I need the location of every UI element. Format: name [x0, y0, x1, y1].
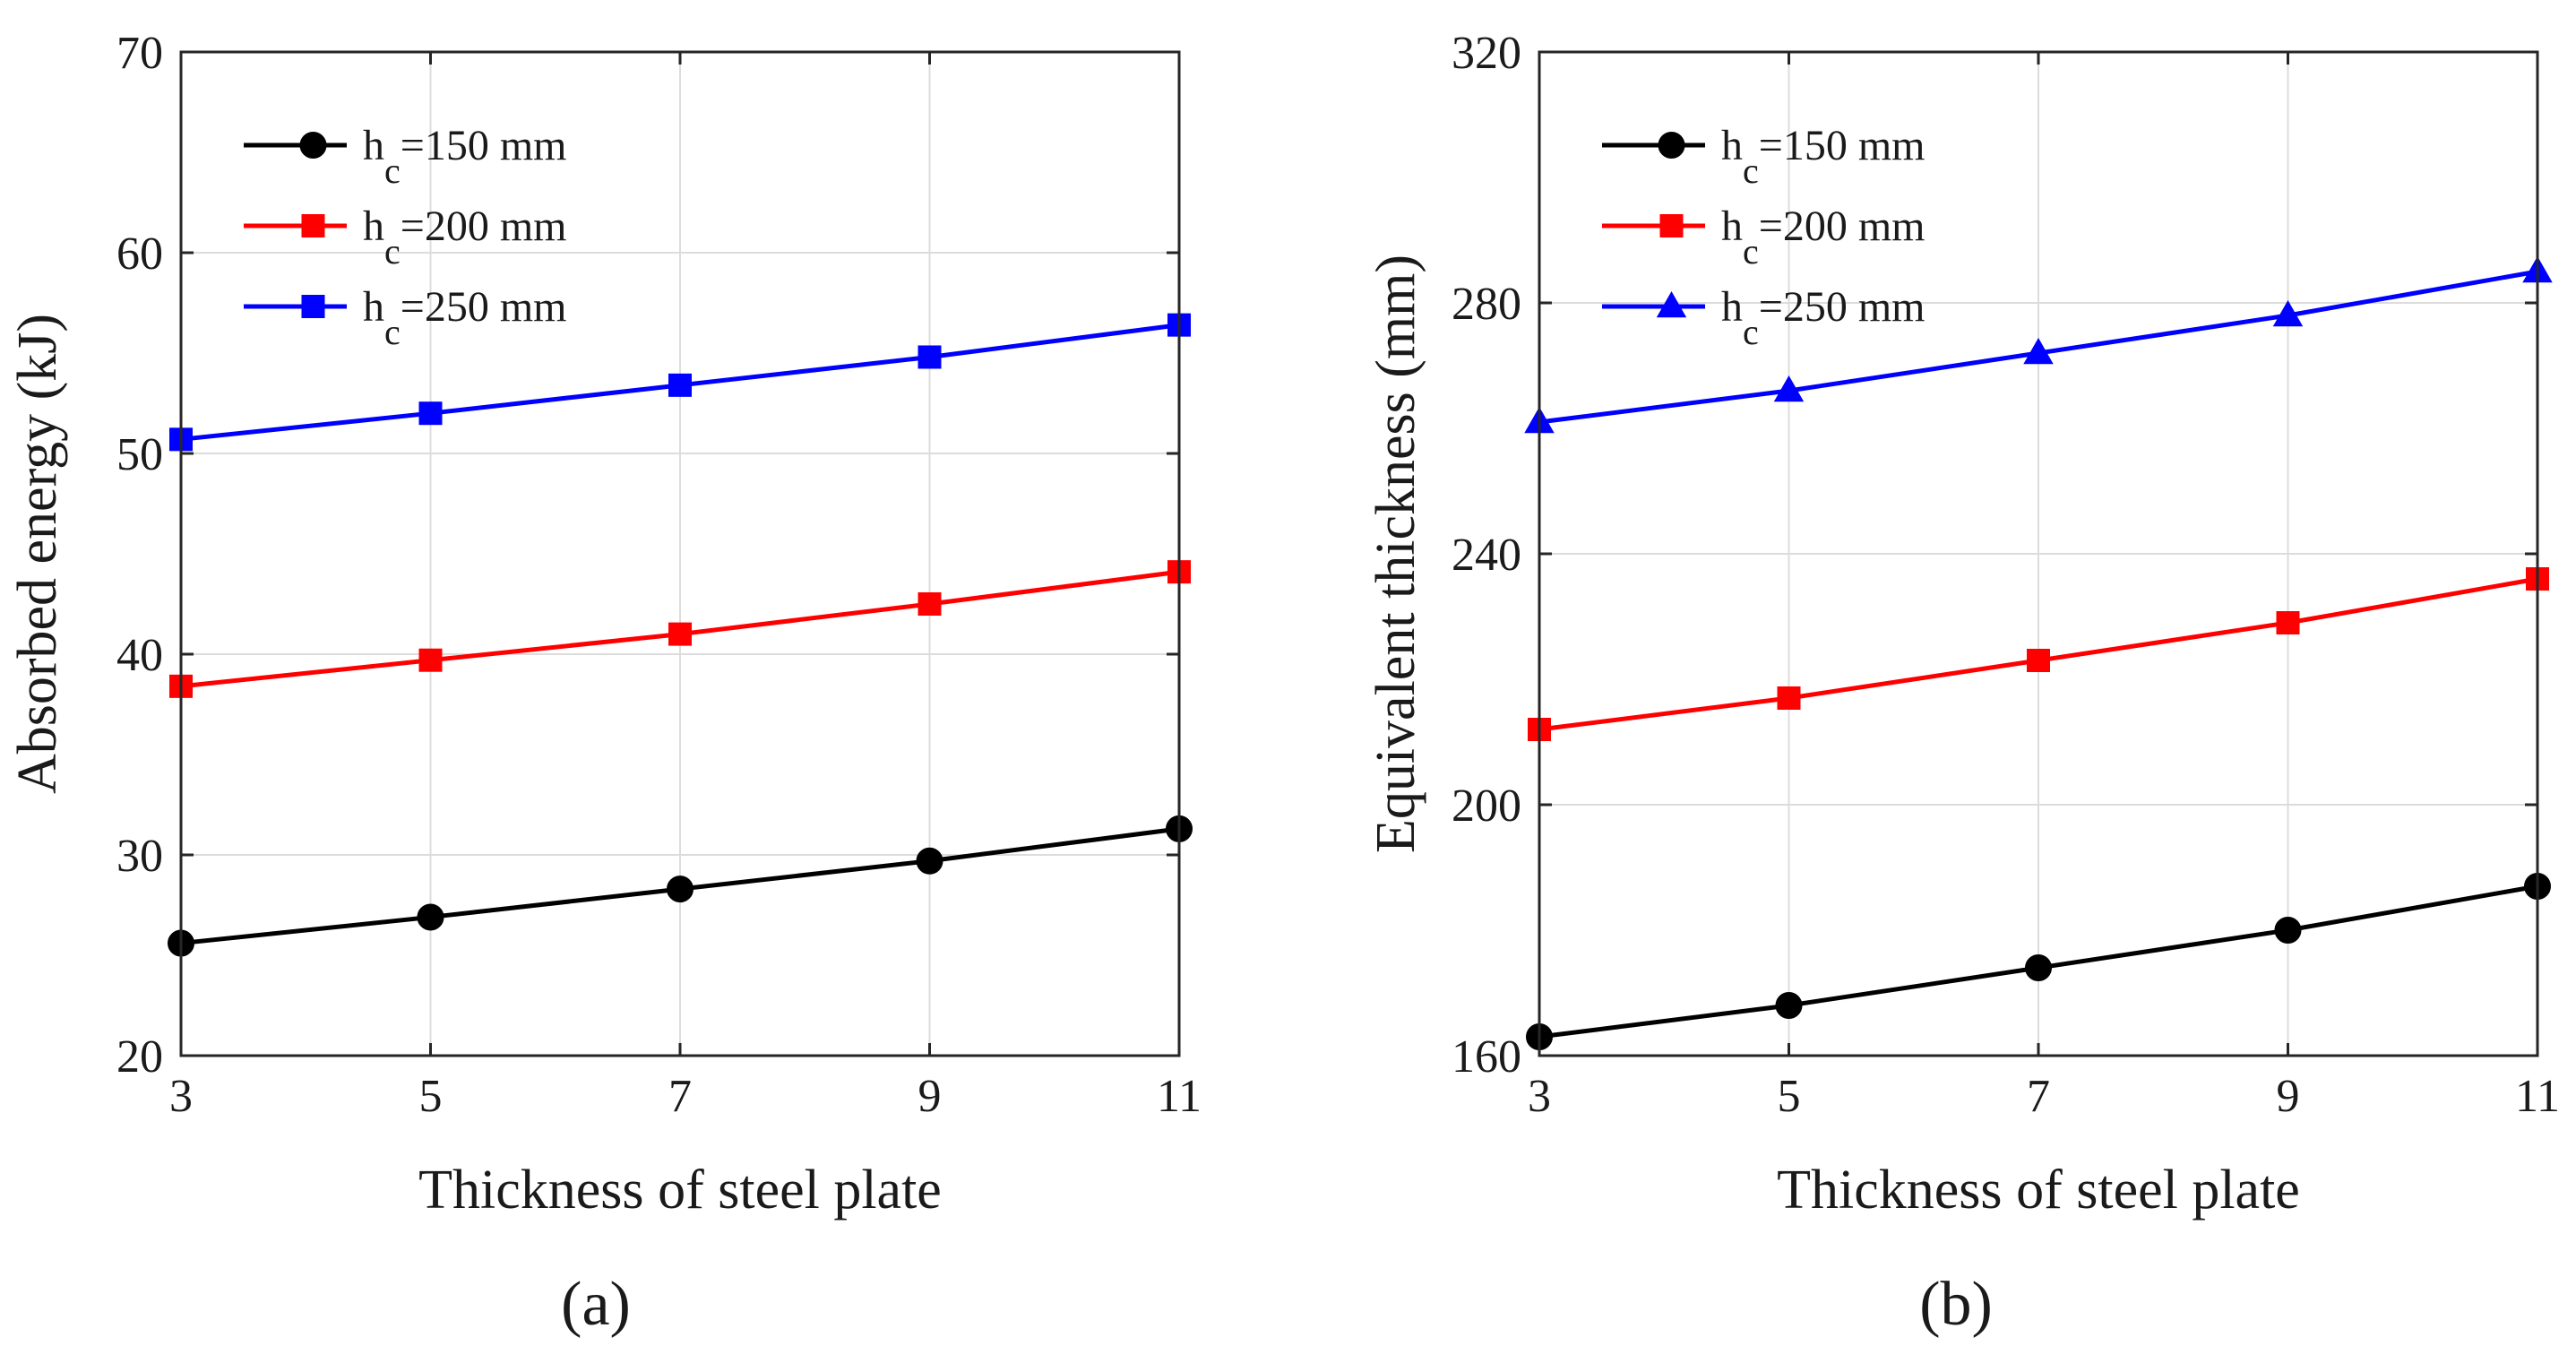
- legend-label-sub: c: [384, 312, 401, 352]
- data-point: [2027, 649, 2050, 672]
- x-tick-label: 7: [2027, 1071, 2050, 1122]
- legend-label-main: h: [363, 203, 384, 250]
- legend-label-rest: =250 mm: [401, 283, 567, 331]
- y-tick-label: 160: [1452, 1031, 1521, 1083]
- y-tick-label: 50: [116, 429, 163, 480]
- data-point: [2276, 611, 2300, 634]
- data-point: [918, 345, 942, 369]
- y-tick-label: 240: [1452, 530, 1521, 581]
- data-point: [667, 876, 694, 903]
- legend-label-main: h: [363, 122, 384, 169]
- legend-label-main: h: [363, 283, 384, 331]
- legend-marker: [1659, 214, 1684, 237]
- legend-label-main: h: [1721, 283, 1743, 331]
- legend-label-rest: =150 mm: [1759, 122, 1926, 169]
- data-point: [418, 401, 443, 426]
- y-tick-label: 30: [116, 831, 163, 882]
- y-tick-label: 280: [1452, 279, 1521, 330]
- data-point: [1777, 686, 1801, 710]
- data-point: [1775, 992, 1803, 1019]
- data-point: [418, 648, 443, 672]
- legend-item: hc=250 mm: [1602, 283, 1926, 352]
- legend-marker: [1656, 290, 1687, 318]
- y-tick-label: 200: [1452, 781, 1521, 832]
- y-tick-label: 320: [1452, 28, 1521, 79]
- legend-label-main: h: [1721, 203, 1743, 250]
- legend-marker: [299, 132, 327, 159]
- series-3: [1524, 255, 2553, 434]
- x-axis-label: Thickness of steel plate: [418, 1160, 942, 1221]
- data-point: [1773, 375, 1805, 402]
- data-point: [2272, 299, 2304, 327]
- x-tick-label: 11: [2515, 1071, 2560, 1122]
- x-tick-label: 11: [1157, 1071, 1202, 1122]
- legend-marker: [1658, 132, 1685, 159]
- legend-label: hc=250 mm: [363, 283, 567, 352]
- legend-item: hc=150 mm: [244, 122, 567, 191]
- legend-label-sub: c: [1743, 312, 1759, 352]
- data-point: [2023, 337, 2054, 365]
- data-point: [918, 592, 942, 616]
- x-tick-label: 5: [1778, 1071, 1801, 1122]
- legend-label-sub: c: [384, 231, 401, 272]
- panel-label: (b): [1919, 1270, 1993, 1339]
- y-tick-label: 40: [116, 630, 163, 681]
- x-tick-label: 9: [2277, 1071, 2300, 1122]
- x-tick-label: 7: [668, 1071, 692, 1122]
- legend-label: hc=150 mm: [1721, 122, 1926, 191]
- data-point: [2025, 954, 2052, 981]
- x-tick-label: 3: [1528, 1071, 1551, 1122]
- y-axis-label: Equivalent thickness (mm): [1366, 254, 1426, 853]
- legend-label-rest: =250 mm: [1759, 283, 1926, 331]
- y-axis-label: Absorbed energy (kJ): [7, 314, 68, 794]
- x-axis-label: Thickness of steel plate: [1777, 1160, 2300, 1221]
- legend-label: hc=200 mm: [1721, 203, 1926, 272]
- data-point: [916, 847, 943, 875]
- x-tick-label: 5: [419, 1071, 443, 1122]
- legend-item: hc=200 mm: [244, 203, 567, 272]
- legend-label: hc=250 mm: [1721, 283, 1926, 352]
- legend-marker: [301, 295, 325, 318]
- legend-label-main: h: [1721, 122, 1743, 169]
- legend-item: hc=250 mm: [244, 283, 567, 352]
- x-tick-label: 3: [169, 1071, 193, 1122]
- legend-item: hc=150 mm: [1602, 122, 1926, 191]
- data-point: [417, 903, 444, 931]
- chart-panel-b: 3 5 7 9 11 160 200 240 280 320 Thickness of steel …: [1366, 28, 2560, 1339]
- legend-label: hc=200 mm: [363, 203, 567, 272]
- y-tick-label: 20: [116, 1031, 163, 1083]
- chart-panel-a: 3 5 7 9 11 20 30 40 50 60 70 Thickness of steel pla…: [7, 28, 1202, 1339]
- x-tick-label: 9: [918, 1071, 942, 1122]
- legend-label-rest: =150 mm: [401, 122, 567, 169]
- legend-label-sub: c: [1743, 151, 1759, 191]
- panel-label: (a): [561, 1270, 631, 1339]
- legend-label-sub: c: [1743, 231, 1759, 272]
- legend-label: hc=150 mm: [363, 122, 567, 191]
- data-point: [668, 622, 692, 646]
- data-point: [668, 373, 692, 397]
- legend-label-sub: c: [384, 151, 401, 191]
- y-tick-label: 70: [116, 28, 163, 79]
- legend-label-rest: =200 mm: [1759, 203, 1926, 250]
- legend-item: hc=200 mm: [1602, 203, 1926, 272]
- legend-marker: [301, 214, 325, 237]
- data-point: [2274, 917, 2302, 944]
- legend-label-rest: =200 mm: [401, 203, 567, 250]
- y-tick-label: 60: [116, 229, 163, 280]
